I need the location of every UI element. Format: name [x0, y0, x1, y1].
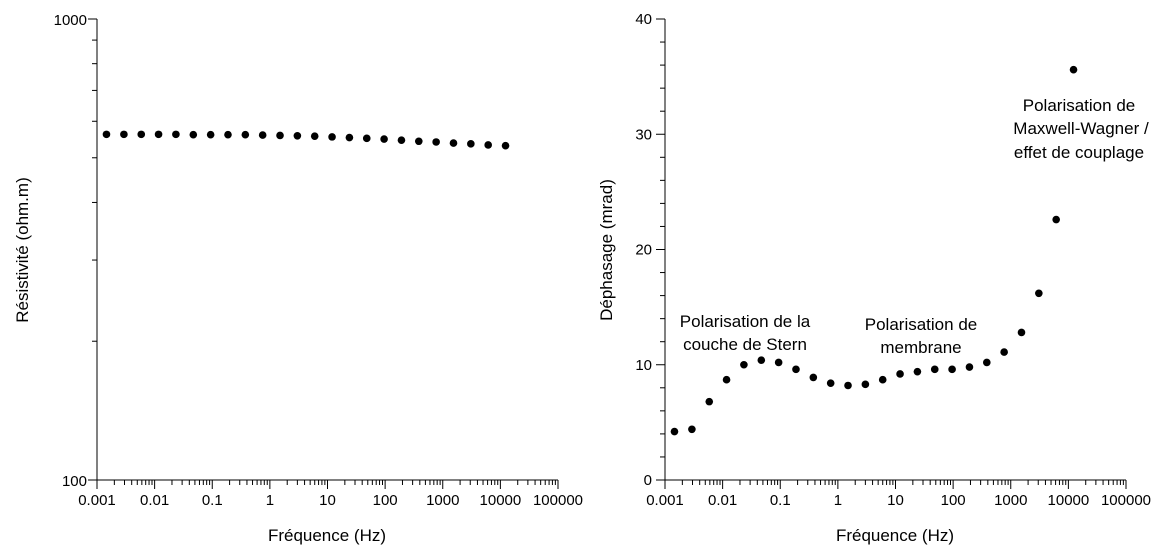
- right-data-point: [1052, 215, 1060, 224]
- right-x-tick-label: 1: [834, 492, 842, 509]
- left-data-point: [397, 136, 406, 144]
- left-data-point: [206, 130, 215, 139]
- phase-chart: 0.001 0.01 0.1 1 10 100 1000 10000 100000 0 10 20 30…: [597, 11, 1151, 545]
- left-x-tick-label: 1000: [426, 492, 459, 509]
- left-x-tick-label: 0.1: [202, 492, 223, 509]
- left-ticks: 0.001 0.01 0.1 1 10 100 1000 10000 100000: [78, 18, 583, 509]
- left-data-point: [467, 140, 475, 148]
- left-data-point: [189, 130, 198, 139]
- right-data-point: [809, 373, 818, 382]
- right-x-tick-label: 0.001: [646, 492, 684, 509]
- right-data-point: [1035, 289, 1043, 298]
- right-data-point: [740, 360, 748, 369]
- right-x-tick-label: 100000: [1101, 492, 1151, 509]
- right-data-point: [826, 379, 835, 387]
- left-data-point: [241, 130, 250, 139]
- right-y-axis-title: Déphasage (mrad): [597, 179, 616, 321]
- right-data-point: [757, 356, 766, 364]
- left-data-point: [137, 130, 146, 139]
- right-y-tick-label: 40: [635, 11, 652, 28]
- left-data-point: [293, 132, 302, 140]
- right-data-point: [913, 367, 922, 376]
- left-data-point: [310, 132, 319, 140]
- right-data-point: [896, 370, 904, 378]
- left-x-axis-title: Fréquence (Hz): [268, 526, 386, 545]
- right-x-tick-label: 1000: [994, 492, 1027, 509]
- left-x-tick-label: 0.001: [78, 492, 116, 509]
- right-data-point: [705, 397, 714, 406]
- annotation-membrane-line1: Polarisation de: [865, 315, 977, 334]
- right-data-point: [722, 375, 731, 384]
- right-y-tick-label: 20: [635, 242, 652, 259]
- left-data-point: [120, 130, 128, 139]
- left-data-point: [102, 130, 111, 139]
- right-data-point: [965, 363, 974, 371]
- annotation-stern-line1: Polarisation de la: [680, 312, 811, 331]
- left-y-tick-label-top: 1000: [54, 12, 87, 29]
- left-data-point: [154, 130, 163, 139]
- right-x-axis-title: Fréquence (Hz): [836, 526, 954, 545]
- left-data-point: [224, 130, 232, 139]
- right-ticks: 0.001 0.01 0.1 1 10 100 1000 10000 100000 0 10 20 30…: [635, 11, 1151, 509]
- right-data-point: [982, 358, 991, 367]
- annotation-maxwell-line2: Maxwell-Wagner /: [1013, 119, 1149, 138]
- right-data-point: [792, 365, 800, 374]
- right-x-tick-label: 0.01: [708, 492, 737, 509]
- left-data-point: [432, 138, 440, 146]
- left-x-tick-label: 100000: [533, 492, 583, 509]
- left-data-point: [414, 137, 423, 146]
- annotation-stern-line2: couche de Stern: [683, 335, 807, 354]
- right-y-tick-label: 30: [635, 126, 652, 143]
- right-data-point: [861, 380, 870, 389]
- right-x-tick-label: 100: [941, 492, 966, 509]
- left-y-axis-title: Résistivité (ohm.m): [13, 177, 32, 322]
- annotation-maxwell-line1: Polarisation de: [1023, 96, 1135, 115]
- right-points: [670, 65, 1078, 436]
- left-data-point: [484, 141, 492, 149]
- right-x-tick-label: 0.1: [770, 492, 791, 509]
- left-data-point: [380, 135, 388, 143]
- left-data-point: [345, 133, 354, 142]
- right-data-point: [1017, 328, 1026, 337]
- right-data-point: [670, 427, 679, 436]
- left-data-point: [328, 133, 336, 141]
- annotation-maxwell-line3: effet de couplage: [1014, 143, 1144, 162]
- left-x-tick-label: 10000: [480, 492, 522, 509]
- right-data-point: [688, 425, 696, 434]
- left-data-point: [362, 134, 371, 143]
- right-data-point: [878, 375, 887, 384]
- left-x-tick-label: 100: [373, 492, 398, 509]
- left-x-tick-label: 10: [319, 492, 336, 509]
- left-data-point: [501, 141, 510, 150]
- left-x-tick-label: 1: [266, 492, 274, 509]
- right-y-tick-label: 10: [635, 357, 652, 374]
- right-y-tick-label: 0: [644, 472, 652, 489]
- right-data-point: [1000, 348, 1008, 356]
- left-data-point: [258, 131, 267, 139]
- left-data-point: [449, 139, 458, 147]
- right-data-point: [774, 358, 783, 367]
- right-x-tick-label: 10000: [1048, 492, 1090, 509]
- right-x-tick-label: 10: [887, 492, 904, 509]
- left-points: [102, 130, 510, 150]
- right-data-point: [930, 365, 939, 374]
- right-data-point: [948, 365, 956, 374]
- left-data-point: [172, 130, 180, 139]
- right-data-point: [844, 381, 852, 390]
- left-data-point: [276, 131, 284, 140]
- left-y-tick-label-bottom: 100: [62, 473, 87, 490]
- resistivity-chart: 0.001 0.01 0.1 1 10 100 1000 10000 100000 1000 1…: [13, 12, 583, 545]
- annotation-membrane-line2: membrane: [880, 338, 961, 357]
- right-data-point: [1069, 65, 1078, 74]
- left-x-tick-label: 0.01: [140, 492, 169, 509]
